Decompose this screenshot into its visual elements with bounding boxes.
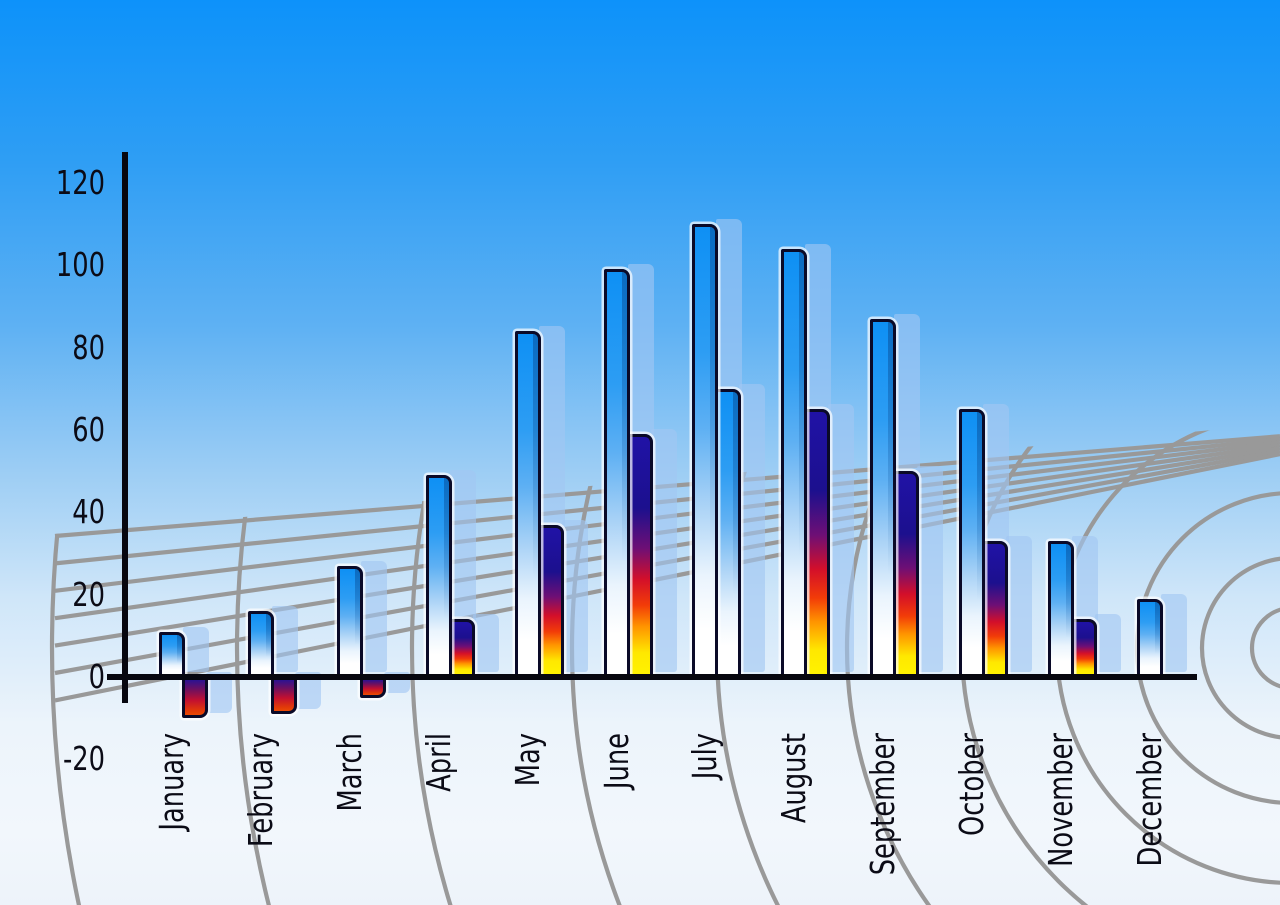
x-axis-label-september: September: [863, 733, 903, 876]
x-axis-label-november: November: [1041, 733, 1080, 867]
x-axis-line: [107, 674, 1197, 680]
ghost-bar: [739, 383, 766, 672]
x-axis-label-december: December: [1129, 733, 1169, 867]
y-tick-label-0: 0: [88, 657, 105, 696]
x-axis-label-may: May: [507, 733, 547, 787]
grid-arc: [409, 424, 1280, 905]
ghost-bar: [360, 560, 387, 672]
bar-may-primary: [514, 331, 541, 677]
ghost-bar: [650, 429, 677, 672]
y-tick-label-80: 80: [72, 327, 105, 367]
grid-arc: [1249, 605, 1280, 691]
bar-august-secondary: [804, 409, 831, 677]
bar-june-primary: [603, 269, 630, 677]
x-axis-label-april: April: [418, 733, 458, 792]
bar-july-primary: [692, 224, 719, 677]
bar-november-secondary: [1071, 619, 1097, 677]
x-axis-label-march: March: [329, 733, 369, 812]
x-axis-label-october: October: [952, 733, 992, 837]
bar-june-secondary: [626, 434, 653, 677]
y-tick-label-100: 100: [55, 245, 105, 285]
grid-arc: [49, 424, 1280, 905]
ghost-bar: [561, 519, 588, 672]
y-tick-label--20: -20: [62, 739, 105, 779]
x-axis-label-january: January: [152, 733, 191, 831]
ghost-bar: [828, 404, 855, 672]
y-tick-label-60: 60: [72, 409, 105, 449]
x-axis-label-february: February: [240, 733, 280, 848]
ghost-bar: [1095, 614, 1121, 672]
ghost-bar: [1006, 536, 1033, 672]
bar-july-secondary: [715, 388, 742, 677]
y-tick-label-40: 40: [72, 492, 105, 532]
ghost-bar: [917, 466, 944, 672]
bar-april-primary: [425, 475, 452, 677]
ghost-bar: [1160, 593, 1187, 672]
bar-september-primary: [870, 318, 897, 677]
bar-january-secondary: [182, 677, 208, 719]
y-axis-line: [122, 152, 128, 703]
ghost-bar: [183, 626, 209, 672]
ghost-bar: [271, 606, 298, 672]
ghost-bar: [472, 614, 499, 672]
grid-arc: [234, 424, 1280, 905]
x-axis-label-august: August: [774, 733, 814, 824]
grid-arc: [1199, 555, 1280, 741]
bar-october-primary: [959, 409, 986, 677]
y-tick-label-20: 20: [72, 574, 105, 614]
x-axis-label-june: June: [596, 733, 636, 790]
y-tick-label-120: 120: [55, 162, 105, 202]
x-axis-label-july: July: [685, 733, 725, 780]
